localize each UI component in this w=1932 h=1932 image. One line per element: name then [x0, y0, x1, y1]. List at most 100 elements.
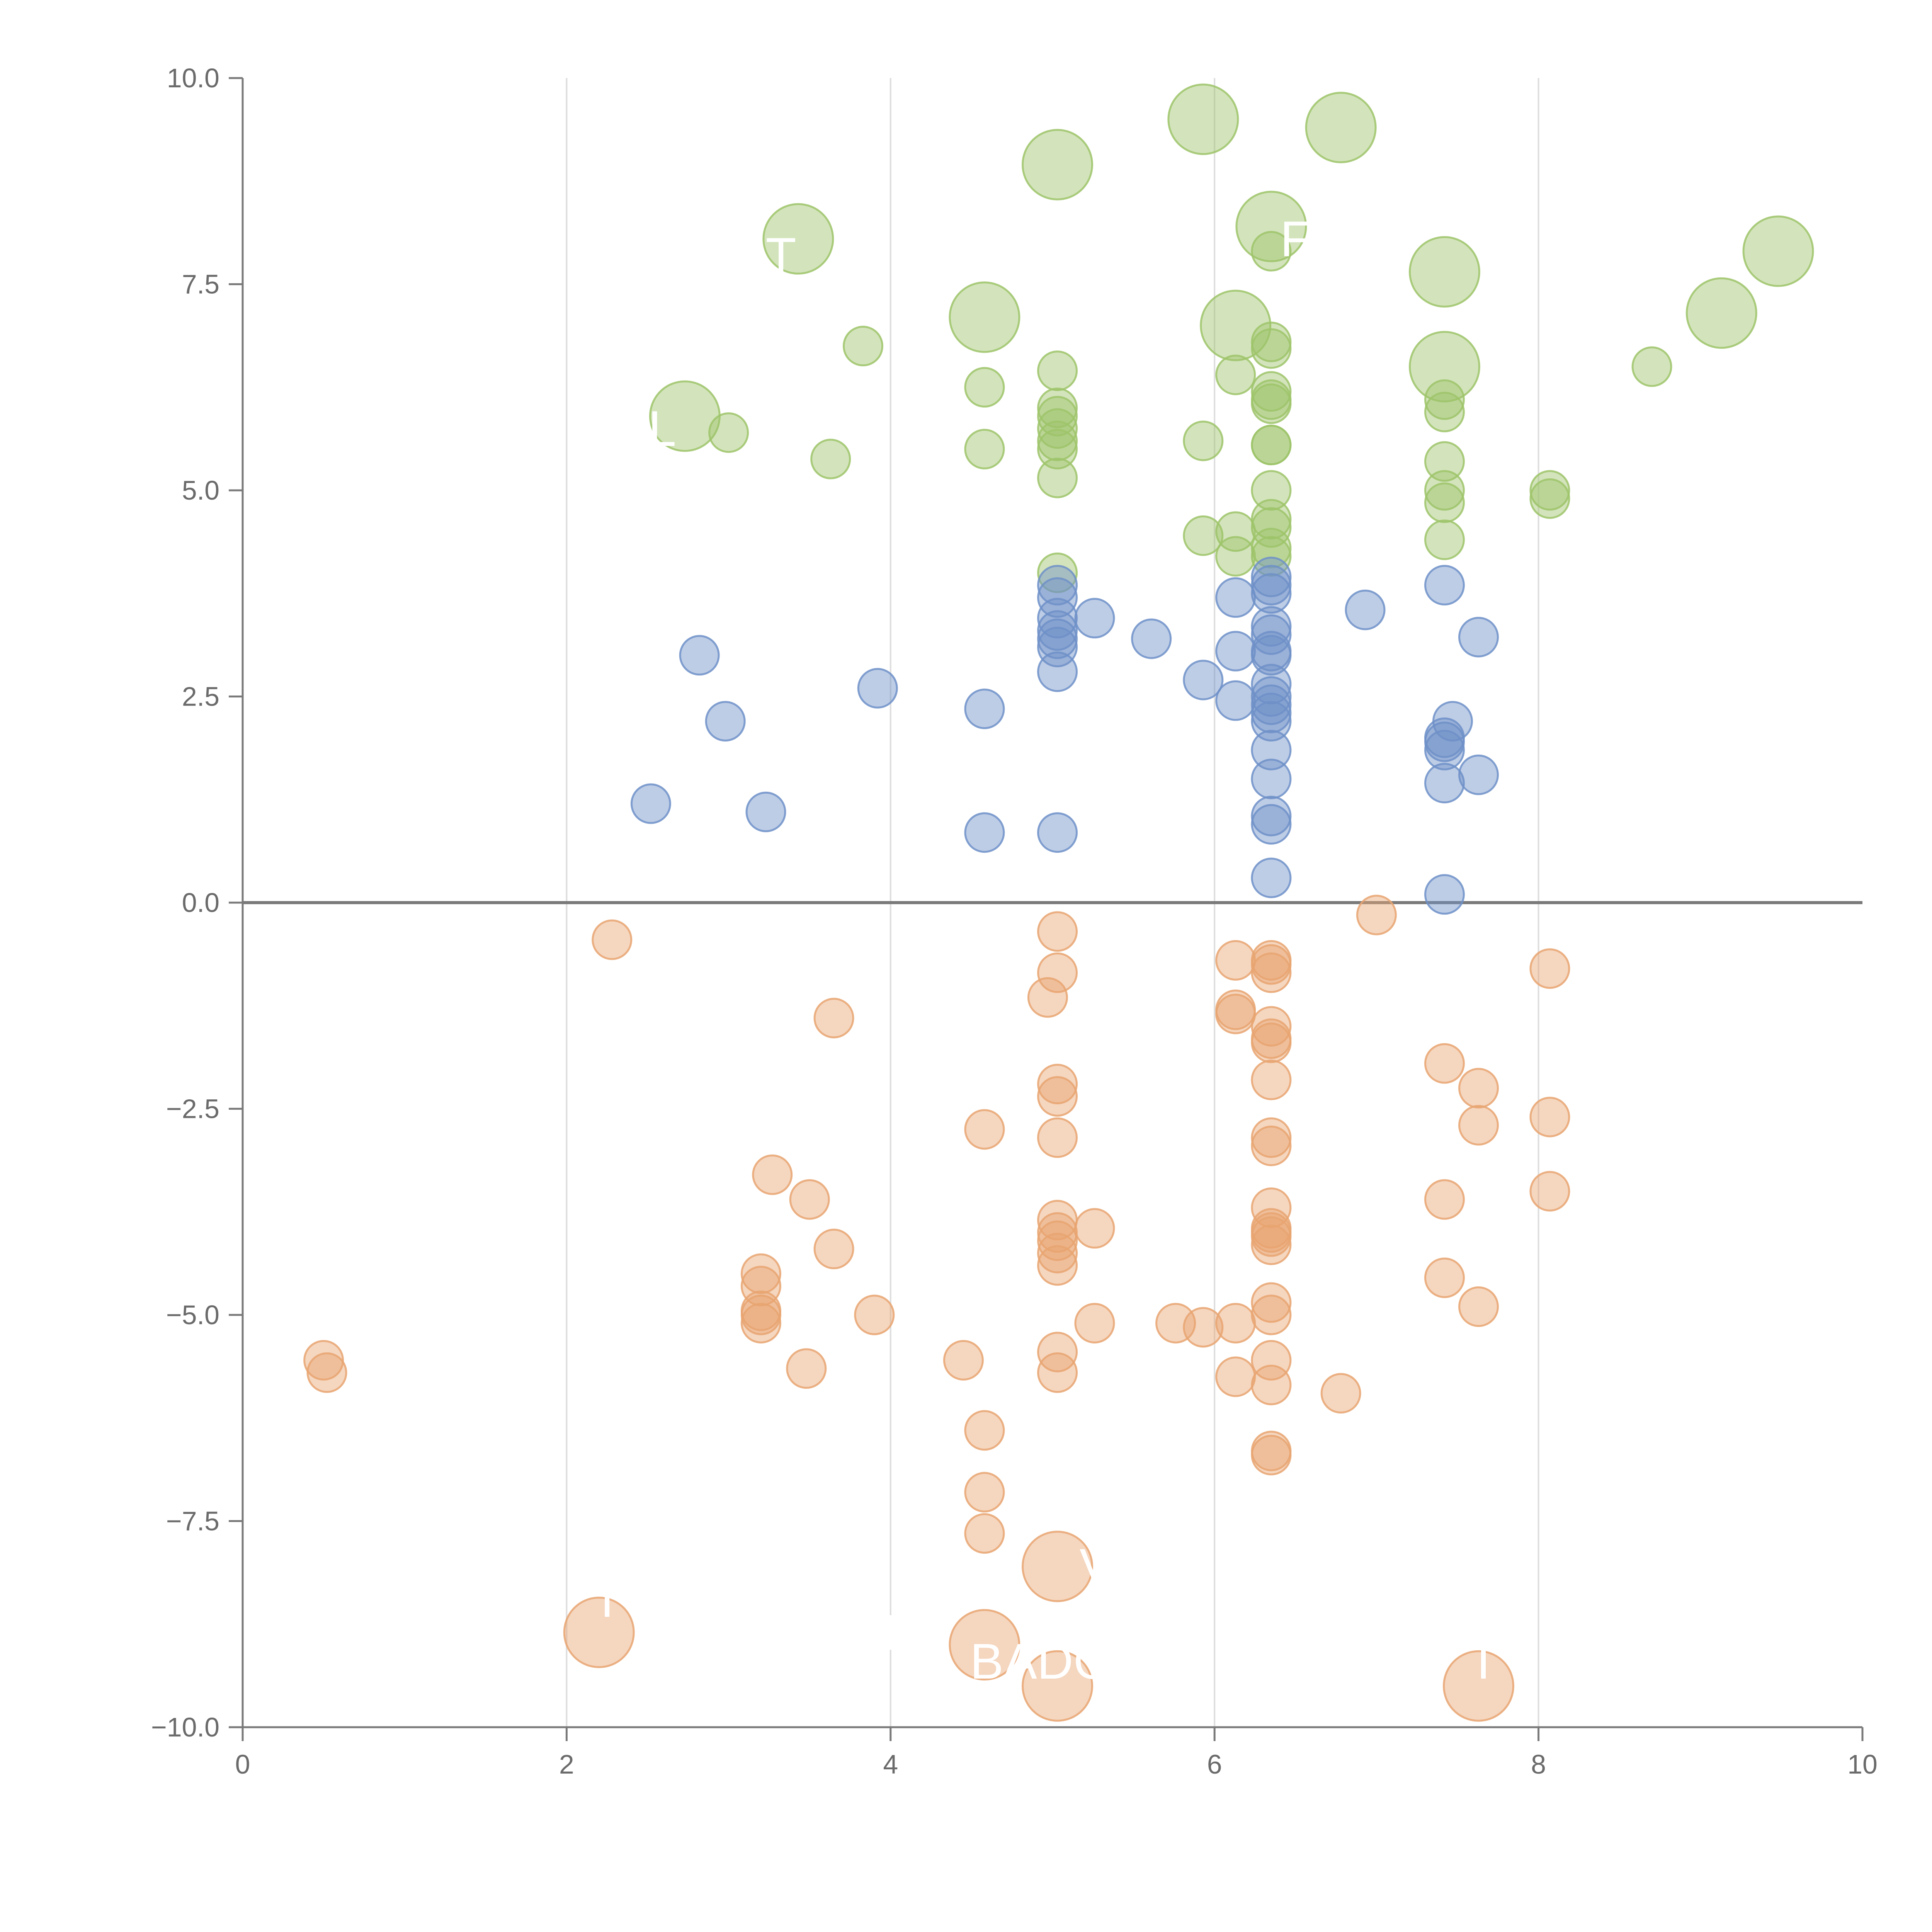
point-orange	[1424, 1179, 1465, 1220]
point-orange	[1458, 1105, 1499, 1146]
point-orange	[1251, 1022, 1292, 1063]
point-green	[1251, 383, 1292, 424]
x-tick-label: 10	[1847, 1749, 1878, 1779]
x-tick-label: 2	[559, 1749, 574, 1779]
point-orange	[943, 1340, 984, 1381]
point-blue	[745, 791, 786, 832]
point-blue	[1424, 565, 1465, 605]
point-orange	[1251, 1225, 1292, 1265]
x-tick-label: 4	[883, 1749, 898, 1779]
point-blue	[1251, 692, 1292, 733]
point-blue	[1458, 617, 1499, 658]
point-blue	[964, 812, 1005, 853]
point-orange	[306, 1352, 347, 1393]
point-green	[949, 281, 1020, 353]
annotation-layer: ST L F V BADG I N I	[600, 211, 1490, 1689]
annotation-label: ST	[732, 227, 796, 284]
x-tick-label: 8	[1531, 1749, 1546, 1779]
point-green	[964, 367, 1005, 408]
point-orange	[1251, 1364, 1292, 1405]
y-tick-label: 2.5	[182, 682, 219, 712]
point-green	[1251, 536, 1292, 577]
point-orange	[1037, 1245, 1078, 1286]
point-orange	[1251, 1282, 1292, 1323]
point-green	[1037, 429, 1078, 469]
annotation-label: L	[648, 400, 676, 457]
y-tick-label: −7.5	[166, 1506, 219, 1536]
point-orange	[1037, 1332, 1078, 1372]
point-green	[1215, 354, 1256, 395]
point-orange	[964, 1410, 1005, 1451]
y-tick-label: 7.5	[182, 269, 219, 299]
axes: 10.0 7.5 5.0 2.5 0.0 −2.5 −5.0 −7.5 −10.0 0 2 4 6 8 10	[151, 63, 1878, 1779]
point-orange	[1215, 1303, 1256, 1344]
point-orange	[1037, 1212, 1078, 1253]
point-green	[843, 326, 884, 367]
point-orange	[1251, 952, 1292, 993]
point-blue	[1251, 606, 1292, 647]
point-orange	[1529, 948, 1570, 989]
point-blue	[964, 689, 1005, 730]
points-layer	[303, 83, 1814, 1722]
point-orange	[1529, 1097, 1570, 1138]
point-green	[1183, 515, 1224, 556]
point-orange	[1458, 1068, 1499, 1109]
point-orange	[1037, 952, 1078, 993]
annotation-label: BADG	[970, 1633, 1112, 1689]
point-green	[1742, 215, 1814, 287]
point-green	[1251, 425, 1292, 466]
point-orange	[1027, 977, 1068, 1018]
point-orange	[1022, 1531, 1094, 1602]
point-green	[1251, 527, 1292, 568]
point-orange	[740, 1253, 781, 1294]
point-orange	[1251, 1117, 1292, 1158]
point-blue	[630, 783, 671, 824]
point-blue	[1424, 721, 1465, 762]
point-blue	[679, 635, 720, 676]
point-green	[1037, 420, 1078, 461]
annotation-label: F	[1280, 211, 1311, 267]
point-green	[1037, 388, 1078, 429]
y-tick-label: 5.0	[182, 475, 219, 505]
point-blue	[1458, 754, 1499, 795]
annotation-label: I	[600, 1571, 614, 1628]
point-orange	[813, 998, 854, 1039]
point-orange	[1037, 1352, 1078, 1393]
point-green	[1251, 371, 1292, 412]
point-green	[1251, 507, 1292, 548]
point-blue	[1424, 763, 1465, 804]
point-green	[1424, 391, 1465, 432]
point-blue	[1037, 598, 1078, 639]
point-green	[1529, 478, 1570, 519]
point-blue	[1074, 598, 1115, 639]
point-orange	[1251, 1435, 1292, 1476]
point-green	[1408, 331, 1480, 403]
point-orange	[1251, 1187, 1292, 1228]
point-orange	[1356, 895, 1397, 935]
point-green	[1424, 519, 1465, 560]
point-blue	[1037, 812, 1078, 853]
point-orange	[592, 919, 633, 960]
point-green	[1037, 552, 1078, 593]
y-tick-label: 0.0	[182, 888, 219, 918]
point-green	[810, 439, 851, 480]
point-orange	[1251, 944, 1292, 985]
point-blue	[705, 701, 746, 742]
annotation-label: N	[885, 1604, 922, 1661]
point-green	[708, 412, 749, 453]
point-orange	[1251, 1216, 1292, 1257]
point-orange	[1074, 1303, 1115, 1344]
point-blue	[1131, 618, 1172, 659]
point-green	[964, 429, 1005, 469]
point-orange	[964, 1109, 1005, 1150]
point-green	[1037, 457, 1078, 498]
point-orange	[740, 1265, 781, 1306]
point-orange	[789, 1179, 830, 1220]
x-tick-label: 6	[1207, 1749, 1222, 1779]
point-green	[1424, 482, 1465, 523]
point-orange	[563, 1597, 635, 1668]
point-green	[1305, 92, 1377, 163]
point-orange	[964, 1513, 1005, 1554]
point-blue	[1037, 610, 1078, 651]
